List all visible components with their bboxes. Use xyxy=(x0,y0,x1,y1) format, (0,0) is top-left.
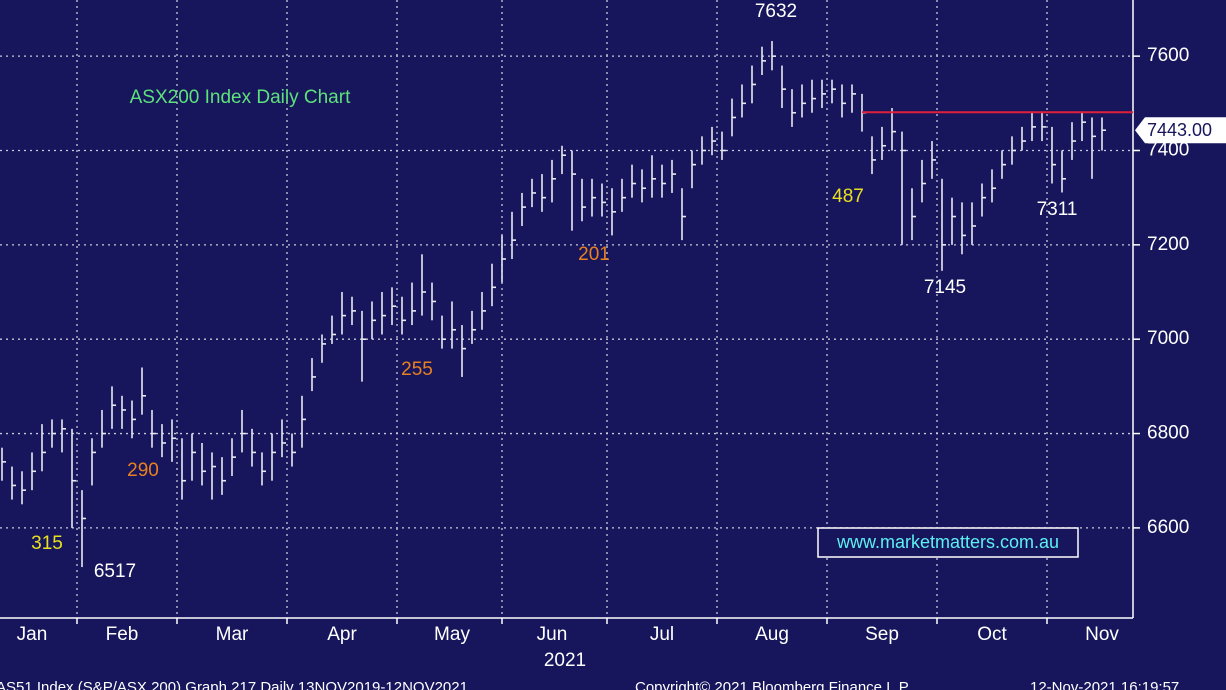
watermark-box xyxy=(817,527,1079,558)
x-tick-label: Feb xyxy=(106,624,139,645)
x-tick-label: Apr xyxy=(327,624,357,645)
annotation: 7145 xyxy=(924,277,966,298)
last-price-tag xyxy=(1135,117,1226,144)
x-tick-label: Aug xyxy=(755,624,789,645)
last-price-label: 7443.00 xyxy=(1147,120,1212,140)
bars xyxy=(1,41,1106,568)
annotation: 7311 xyxy=(1037,199,1078,220)
annotation: 315 xyxy=(31,533,63,554)
grid xyxy=(0,0,1133,618)
x-tick-label: Jul xyxy=(650,624,674,645)
x-tick-label: Sep xyxy=(865,624,899,645)
x-year-label: 2021 xyxy=(544,650,586,671)
annotation: 255 xyxy=(401,359,433,380)
x-tick-label: Mar xyxy=(216,624,249,645)
annotation: 201 xyxy=(578,244,610,265)
y-tick-label: 7200 xyxy=(1147,234,1189,255)
footer: Copyright© 2021 Bloomberg Finance L.P. xyxy=(635,679,911,690)
x-tick-label: Oct xyxy=(977,624,1007,645)
watermark: www.marketmatters.com.au xyxy=(836,532,1059,552)
x-tick-label: Nov xyxy=(1085,624,1119,645)
x-tick-label: Jan xyxy=(17,624,48,645)
footer: AS51 Index (S&P/ASX 200) Graph 217 Daily… xyxy=(0,679,468,690)
footer: 12-Nov-2021 16:19:57 xyxy=(1030,679,1179,690)
y-tick-label: 6600 xyxy=(1147,517,1189,538)
y-tick-label: 7000 xyxy=(1147,328,1189,349)
annotation: 290 xyxy=(127,460,159,481)
annotation: 6517 xyxy=(94,561,136,582)
annotation: 7632 xyxy=(755,1,797,22)
chart-title: ASX200 Index Daily Chart xyxy=(130,87,351,108)
annotation: 487 xyxy=(832,186,864,207)
y-tick-label: 7400 xyxy=(1147,140,1189,161)
y-tick-label: 7600 xyxy=(1147,45,1189,66)
y-tick-label: 6800 xyxy=(1147,423,1189,444)
x-tick-label: May xyxy=(434,624,470,645)
x-tick-label: Jun xyxy=(537,624,568,645)
